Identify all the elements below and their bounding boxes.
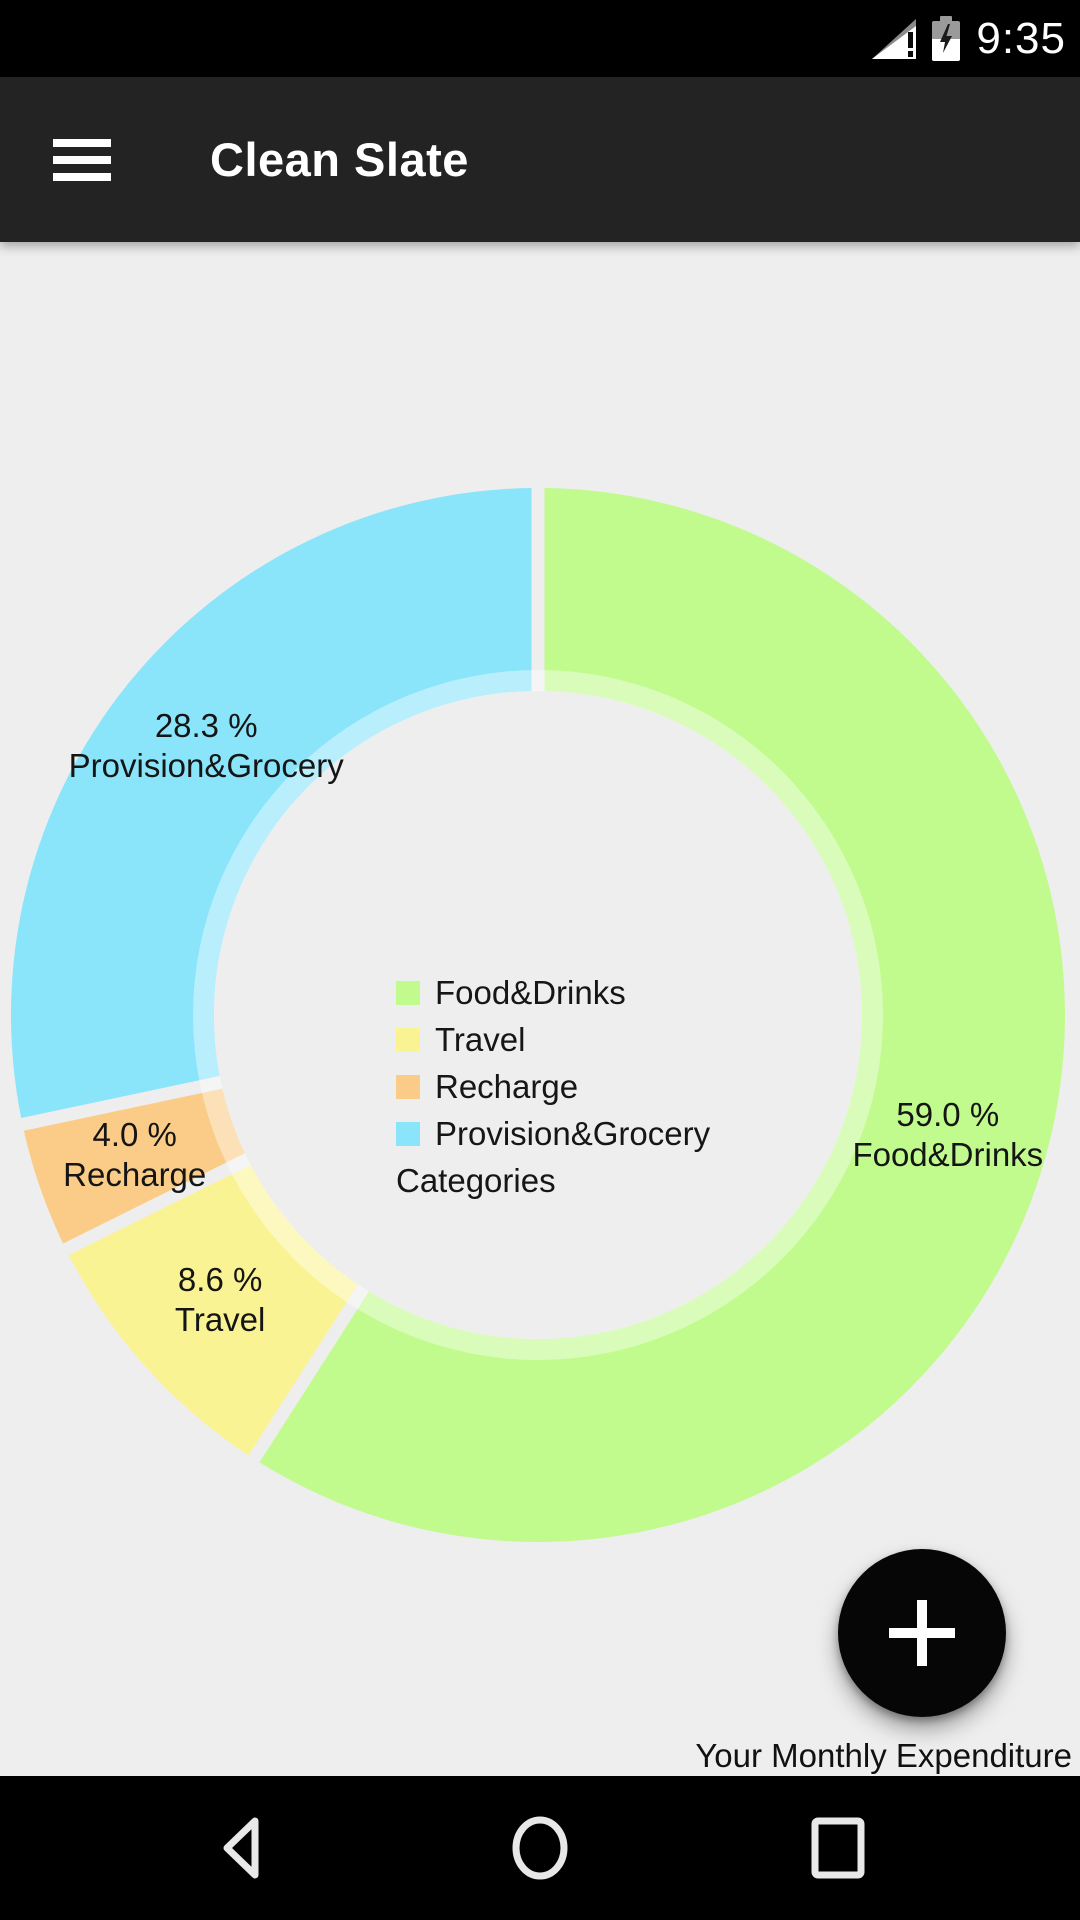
- clock: 9:35: [976, 13, 1066, 63]
- plus-icon: [889, 1600, 955, 1666]
- app-bar: Clean Slate: [0, 77, 1080, 242]
- legend-label: Provision&Grocery: [435, 1115, 711, 1152]
- hamburger-menu-icon: [53, 138, 111, 147]
- add-expense-fab[interactable]: [838, 1549, 1006, 1717]
- page-title: Clean Slate: [210, 133, 469, 186]
- pie-slice-recharge[interactable]: [23, 1088, 245, 1244]
- back-icon: [223, 1817, 259, 1879]
- legend-label: Food&Drinks: [435, 974, 626, 1011]
- chart-legend: Food&Drinks Travel Recharge Provision&Groce…: [396, 969, 710, 1204]
- expenditure-donut-chart: [10, 488, 1065, 1543]
- legend-item-food-drinks: Food&Drinks: [396, 969, 710, 1016]
- battery-charging-icon: [932, 16, 961, 61]
- status-bar: 9:35: [0, 0, 1080, 77]
- legend-item-recharge: Recharge: [396, 1063, 710, 1110]
- legend-swatch: [396, 1121, 420, 1146]
- recents-button[interactable]: [763, 1776, 913, 1920]
- legend-label: Recharge: [435, 1068, 579, 1105]
- back-button[interactable]: [165, 1776, 315, 1920]
- signal-alert-icon: [872, 18, 917, 59]
- legend-rows: Food&Drinks Travel Recharge Provision&Groce…: [396, 969, 710, 1157]
- chart-caption: Your Monthly Expenditure: [695, 1737, 1072, 1774]
- home-button[interactable]: [465, 1776, 615, 1920]
- recents-icon: [811, 1817, 865, 1879]
- home-icon: [512, 1816, 568, 1880]
- pie-slice-travel[interactable]: [68, 1164, 358, 1456]
- menu-button[interactable]: [40, 118, 124, 202]
- legend-swatch: [396, 1074, 420, 1099]
- legend-swatch: [396, 1027, 420, 1052]
- legend-swatch: [396, 980, 420, 1005]
- donut-hole: [214, 691, 862, 1339]
- legend-item-provision-grocery: Provision&Grocery: [396, 1110, 710, 1157]
- pie-slice-food-drinks[interactable]: [259, 488, 1065, 1543]
- legend-dataset-label: Categories: [396, 1162, 556, 1199]
- nav-bar: [0, 1776, 1080, 1920]
- pie-slice-provision-grocery[interactable]: [10, 488, 532, 1119]
- legend-label: Travel: [435, 1021, 526, 1058]
- legend-item-travel: Travel: [396, 1016, 710, 1063]
